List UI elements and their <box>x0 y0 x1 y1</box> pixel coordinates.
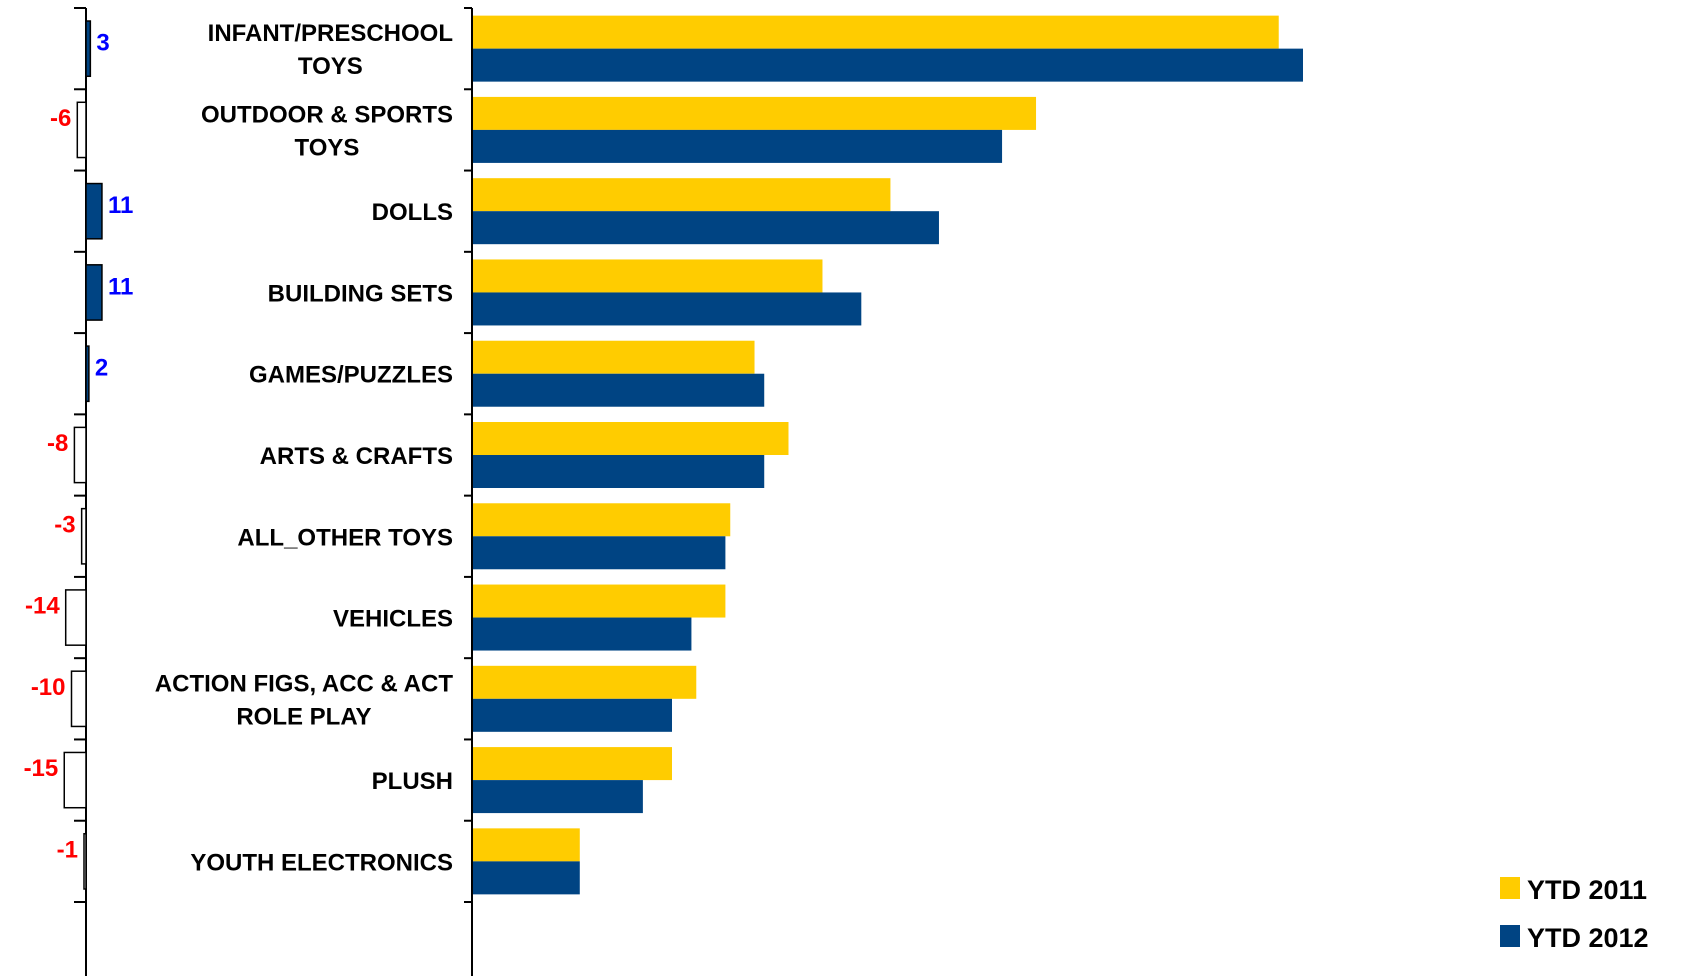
change-label-7: -14 <box>25 593 60 620</box>
bar-ytd2012-1 <box>473 129 1003 163</box>
bar-ytd2012-4 <box>473 373 765 407</box>
category-label-10-0: YOUTH ELECTRONICS <box>190 849 453 876</box>
bar-ytd2012-3 <box>473 292 862 326</box>
change-label-9: -15 <box>24 755 59 782</box>
category-labels: INFANT/PRESCHOOL TOYS OUTDOOR & SPORTS TOYS… <box>155 20 454 876</box>
change-axis <box>74 7 87 976</box>
bar-ytd2012-5 <box>473 455 765 488</box>
main-axis <box>464 7 473 976</box>
category-label-0-0: INFANT/PRESCHOOL <box>208 20 453 47</box>
legend-label-0: YTD 2011 <box>1527 875 1647 905</box>
bar-ytd2011-2 <box>473 178 891 212</box>
change-label-4: 2 <box>95 355 108 382</box>
category-label-8-1: ROLE PLAY <box>236 703 371 730</box>
legend-label-1: YTD 2012 <box>1527 923 1649 953</box>
change-bar-7 <box>64 589 87 646</box>
bar-ytd2011-10 <box>473 828 580 862</box>
change-labels: 3 -6 11 11 2 -8 -3 -14 -10 -15 -1 <box>24 30 134 864</box>
bar-ytd2012-10 <box>473 861 580 895</box>
change-label-2: 11 <box>108 192 133 219</box>
change-bar-1 <box>76 101 87 159</box>
category-label-8-0: ACTION FIGS, ACC & ACT <box>155 670 454 697</box>
bar-ytd2011-7 <box>473 584 726 618</box>
change-label-5: -8 <box>47 430 68 457</box>
legend: YTD 2011 YTD 2012 <box>1500 875 1649 953</box>
category-label-1-0: OUTDOOR & SPORTS <box>201 101 453 128</box>
bar-ytd2011-1 <box>473 96 1037 130</box>
category-label-7-0: VEHICLES <box>333 606 453 633</box>
bar-ytd2011-4 <box>473 340 755 374</box>
change-bar-0 <box>85 20 92 78</box>
change-bar-2 <box>85 182 103 240</box>
category-label-3-0: BUILDING SETS <box>268 280 453 307</box>
bar-ytd2012-9 <box>473 780 643 814</box>
category-label-9-0: PLUSH <box>372 768 453 795</box>
category-label-1-1: TOYS <box>295 134 360 161</box>
bar-ytd2011-3 <box>473 259 823 293</box>
change-label-0: 3 <box>96 30 109 57</box>
change-bar-4 <box>85 345 90 403</box>
bar-ytd2012-8 <box>473 698 673 732</box>
bar-ytd2012-0 <box>473 48 1303 82</box>
bar-ytd2011-0 <box>473 15 1279 49</box>
bar-ytd2012-6 <box>473 536 726 570</box>
bar-ytd2012-2 <box>473 211 939 245</box>
change-bar-9 <box>63 751 87 809</box>
category-label-4-0: GAMES/PUZZLES <box>249 362 453 389</box>
change-bar-8 <box>70 670 87 728</box>
legend-swatch-0 <box>1500 877 1520 899</box>
category-label-6-0: ALL_OTHER TOYS <box>237 524 453 551</box>
change-bars <box>63 20 103 890</box>
bar-ytd2011-9 <box>473 747 673 781</box>
category-label-2-0: DOLLS <box>372 199 453 226</box>
bar-ytd2011-8 <box>473 665 697 699</box>
change-bar-5 <box>73 426 87 484</box>
change-bar-10 <box>83 832 87 890</box>
change-label-1: -6 <box>50 105 71 132</box>
change-bar-6 <box>80 507 87 565</box>
legend-swatch-1 <box>1500 925 1520 947</box>
bar-ytd2011-6 <box>473 503 731 537</box>
main-bars <box>473 15 1303 895</box>
change-label-3: 11 <box>108 273 133 300</box>
category-label-5-0: ARTS & CRAFTS <box>260 443 453 470</box>
bar-ytd2012-7 <box>473 617 692 651</box>
bar-ytd2011-5 <box>473 422 789 455</box>
change-label-10: -1 <box>57 836 78 863</box>
category-label-0-1: TOYS <box>298 53 363 80</box>
change-bar-3 <box>85 264 103 321</box>
change-label-6: -3 <box>54 511 75 538</box>
change-label-8: -10 <box>31 674 66 701</box>
